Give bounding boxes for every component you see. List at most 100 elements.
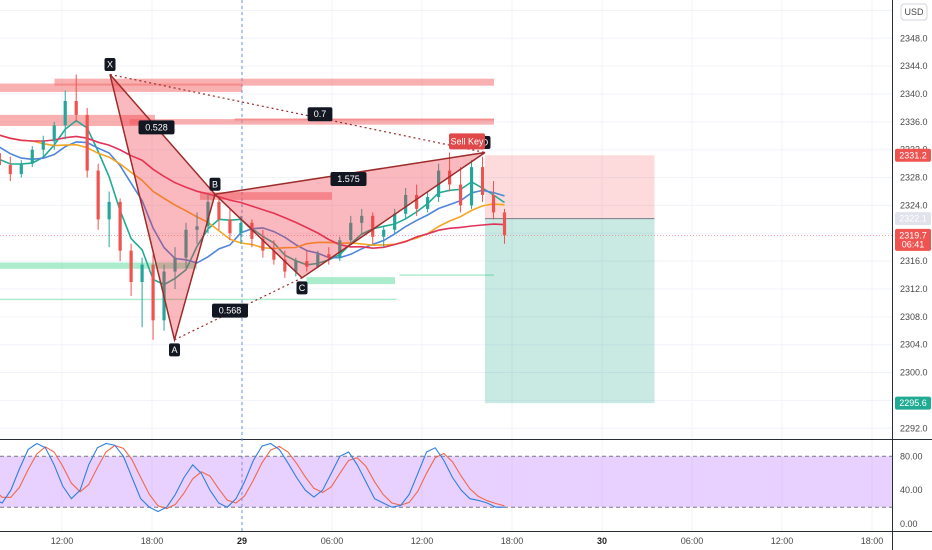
price-tick-label: 2304.0 bbox=[900, 340, 928, 350]
price-badges: 2331.2 2322.1 2319.706:41 2295.6 bbox=[895, 148, 931, 410]
ratio-label: 0.7 bbox=[314, 109, 327, 119]
signal-label-bg bbox=[449, 133, 485, 150]
ratio-label-bg bbox=[330, 171, 367, 186]
demand-zone bbox=[0, 262, 197, 269]
candle-body bbox=[371, 215, 375, 237]
price-badge-bg bbox=[895, 212, 931, 226]
candle-body bbox=[96, 170, 100, 220]
pattern-point-a: A bbox=[171, 345, 177, 355]
candle-body bbox=[173, 257, 177, 272]
price-tick-label: 2344.0 bbox=[900, 61, 928, 71]
currency-button[interactable]: USD bbox=[900, 3, 928, 21]
supply-zone bbox=[54, 78, 494, 86]
candle-body bbox=[491, 194, 496, 213]
stochastic-tick-label: 80.00 bbox=[900, 451, 923, 461]
candle-body bbox=[239, 222, 243, 234]
candle-body bbox=[8, 165, 12, 175]
pattern-line-xd bbox=[109, 73, 486, 154]
price-tick-label: 2312.0 bbox=[900, 284, 928, 294]
candle-body bbox=[206, 201, 210, 227]
moving-average-line bbox=[0, 119, 505, 286]
ratio-label-bg bbox=[307, 107, 333, 122]
candle-body bbox=[195, 226, 199, 230]
ratio-label-bg bbox=[138, 120, 175, 135]
candle-body bbox=[272, 250, 276, 260]
price-badge-bg bbox=[895, 228, 931, 251]
moving-average-line bbox=[0, 141, 505, 264]
ratio-label: 0.568 bbox=[219, 306, 242, 316]
pattern-point-bg bbox=[169, 343, 180, 357]
candle-body bbox=[228, 219, 232, 234]
candle-body bbox=[469, 167, 474, 206]
candle-body bbox=[382, 229, 386, 237]
candle-body bbox=[30, 149, 34, 164]
time-tick-label: 06:00 bbox=[321, 536, 344, 546]
stochastic-k-line bbox=[0, 442, 505, 513]
candle-body bbox=[74, 100, 78, 115]
candle-body bbox=[404, 194, 408, 214]
candle-body bbox=[283, 259, 287, 272]
candle-body bbox=[0, 153, 1, 166]
supply-zone bbox=[129, 119, 494, 125]
price-badge-countdown: 06:41 bbox=[902, 239, 925, 249]
candle-body bbox=[360, 215, 364, 223]
price-tick-label: 2308.0 bbox=[900, 312, 928, 322]
price-badge-bg bbox=[895, 148, 931, 162]
signal-label: Sell Key bbox=[450, 136, 484, 146]
pattern-point-d: D bbox=[482, 137, 489, 147]
price-badge: 2331.2 bbox=[899, 150, 927, 160]
pattern-point-c: C bbox=[299, 283, 306, 293]
time-tick-label: 30 bbox=[597, 536, 607, 546]
demand-zone bbox=[399, 274, 494, 276]
price-tick-label: 2300.0 bbox=[900, 368, 928, 378]
price-tick-label: 2316.0 bbox=[900, 256, 928, 266]
short-position-box bbox=[0, 155, 892, 404]
candle-body bbox=[502, 212, 507, 236]
candle-body bbox=[19, 163, 23, 175]
pattern-point-bg bbox=[104, 58, 116, 72]
price-tick-label: 2340.0 bbox=[900, 89, 928, 99]
supply-zone bbox=[234, 118, 494, 121]
candle-body bbox=[52, 125, 56, 142]
stochastic-tick-label: 40.00 bbox=[900, 485, 923, 495]
candle-body bbox=[393, 213, 397, 230]
price-badge: 2319.7 bbox=[899, 230, 927, 240]
pattern-point-x: X bbox=[107, 60, 113, 70]
time-tick-label: 12:00 bbox=[51, 536, 74, 546]
candle-body bbox=[129, 250, 133, 283]
candle-body bbox=[338, 240, 342, 258]
ratio-label: 0.528 bbox=[145, 122, 168, 132]
candle-body bbox=[63, 100, 67, 126]
candle-body bbox=[107, 201, 111, 220]
candle-body bbox=[415, 194, 419, 209]
ratio-label-bg bbox=[212, 303, 248, 318]
pattern-point-bg bbox=[296, 281, 308, 295]
time-tick-label: 29 bbox=[237, 536, 247, 546]
price-tick-label: 2336.0 bbox=[900, 117, 928, 127]
supply-zone bbox=[200, 192, 332, 200]
candle-body bbox=[261, 238, 265, 251]
price-badge: 2322.1 bbox=[899, 214, 927, 224]
candle-body bbox=[41, 141, 45, 150]
supply-zone bbox=[0, 114, 155, 127]
candle-body bbox=[184, 229, 188, 258]
pattern-triangle-bcd bbox=[213, 151, 486, 279]
time-tick-label: 18:00 bbox=[861, 536, 884, 546]
price-tick-label: 2328.0 bbox=[900, 173, 928, 183]
candle-body bbox=[426, 197, 430, 209]
time-tick-label: 18:00 bbox=[501, 536, 524, 546]
candle-body bbox=[327, 254, 331, 258]
ratio-label: 1.575 bbox=[337, 174, 360, 184]
price-tick-label: 2292.0 bbox=[900, 423, 928, 433]
candle-body bbox=[151, 264, 155, 321]
price-badge: 2295.6 bbox=[899, 398, 927, 408]
pattern-point-bg bbox=[209, 177, 221, 191]
candle-body bbox=[250, 222, 254, 239]
moving-average-line bbox=[0, 134, 505, 250]
price-tick-label: 2324.0 bbox=[900, 200, 928, 210]
candle-body bbox=[305, 261, 309, 267]
stochastic-d-line bbox=[0, 444, 505, 510]
candle-body bbox=[316, 254, 320, 267]
pattern-point-b: B bbox=[212, 179, 218, 189]
